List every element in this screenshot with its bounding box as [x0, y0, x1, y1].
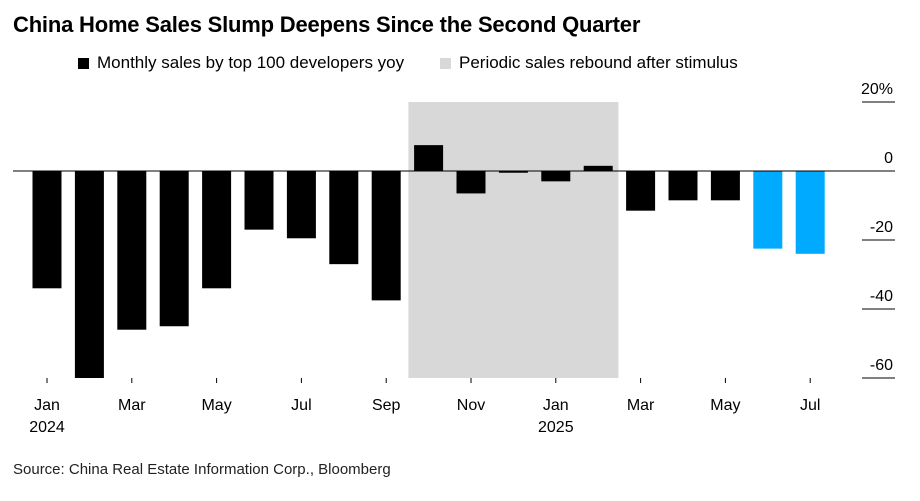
bar-2024-10 [414, 145, 444, 171]
legend-label-rebound-period: Periodic sales rebound after stimulus [459, 53, 738, 72]
x-tick-year-label: 2024 [29, 419, 65, 436]
x-tick-label: Jul [291, 397, 311, 414]
bar-2024-11 [456, 171, 486, 194]
bar-2025-03 [626, 171, 656, 211]
bar-2024-03 [117, 171, 147, 330]
bar-2024-04 [159, 171, 189, 327]
legend-swatch-gray-square-icon [440, 57, 451, 69]
source-note: Source: China Real Estate Information Co… [13, 461, 391, 478]
y-tick-label: 0 [884, 150, 893, 167]
y-tick-label: 20% [861, 81, 893, 98]
y-tick-label: -20 [870, 219, 893, 236]
legend-item-monthly-sales: Monthly sales by top 100 developers yoy [78, 53, 404, 73]
legend-swatch-black-square-icon [78, 57, 89, 69]
x-tick-label: Sep [372, 397, 401, 414]
bar-2024-05 [202, 171, 232, 289]
legend-label-monthly-sales: Monthly sales by top 100 developers yoy [97, 53, 405, 72]
x-tick-label: Mar [627, 397, 655, 414]
legend-item-rebound-period: Periodic sales rebound after stimulus [440, 53, 738, 73]
bar-2024-07 [286, 171, 316, 239]
bar-2025-04 [668, 171, 698, 201]
y-tick-label: -60 [870, 357, 893, 374]
bar-2025-07 [795, 171, 825, 254]
y-tick-label: -40 [870, 288, 893, 305]
x-tick-label: Nov [457, 397, 485, 414]
bar-2024-12 [498, 171, 528, 173]
bar-2024-02 [74, 171, 104, 378]
chart-title: China Home Sales Slump Deepens Since the… [13, 12, 641, 37]
x-tick-label: Jan [543, 397, 569, 414]
x-tick-label: Jul [800, 397, 820, 414]
bar-2024-06 [244, 171, 274, 230]
bar-2024-08 [329, 171, 359, 265]
bar-2025-06 [753, 171, 783, 249]
x-tick-label: Jan [34, 397, 60, 414]
bar-2025-02 [583, 165, 613, 171]
x-tick-label: May [710, 397, 740, 414]
bar-2025-05 [710, 171, 740, 201]
bar-2024-09 [371, 171, 401, 301]
x-tick-label: May [201, 397, 231, 414]
bar-2025-01 [541, 171, 571, 182]
x-tick-label: Mar [118, 397, 146, 414]
x-tick-year-label: 2025 [538, 419, 574, 436]
shaded-period [408, 102, 619, 378]
bar-2024-01 [32, 171, 62, 289]
